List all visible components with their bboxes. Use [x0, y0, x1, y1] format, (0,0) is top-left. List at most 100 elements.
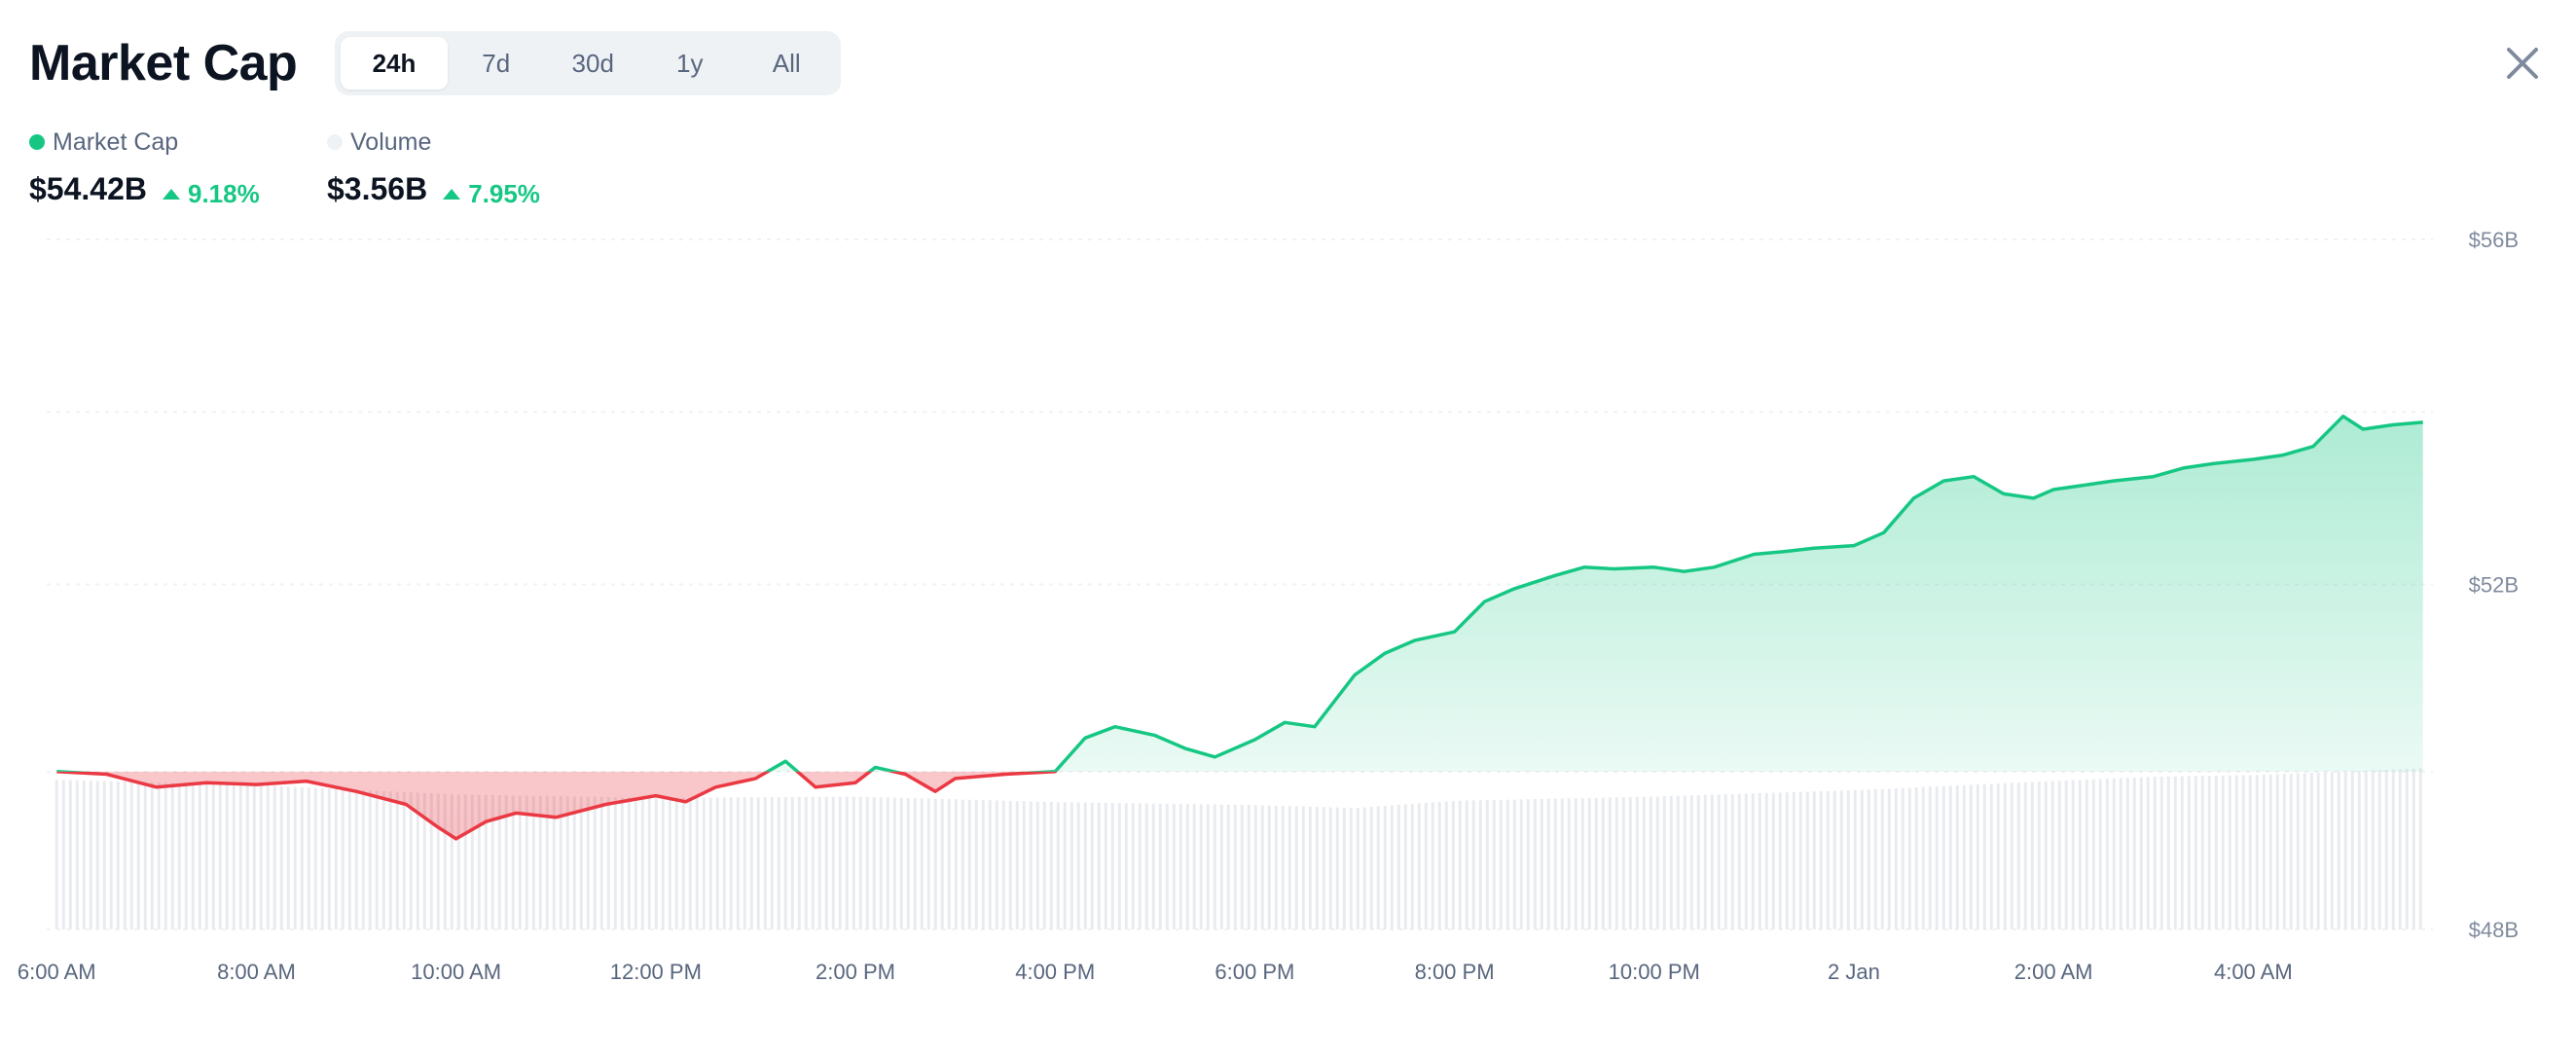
volume-bar: [525, 795, 528, 929]
volume-bar: [388, 791, 392, 929]
volume-bar: [1928, 786, 1932, 929]
volume-bar: [109, 781, 113, 929]
volume-bar: [1035, 801, 1039, 929]
volume-bar: [1941, 785, 1945, 929]
volume-bar: [1240, 804, 1244, 929]
volume-bar: [238, 784, 242, 929]
volume-bar: [2023, 782, 2027, 929]
volume-bar: [1308, 806, 1312, 929]
volume-bar: [858, 796, 862, 929]
volume-bar: [1853, 789, 1857, 929]
volume-bar: [2153, 777, 2157, 929]
volume-bar: [640, 797, 644, 929]
volume-bar: [75, 780, 79, 929]
y-tick-label: $48B: [2469, 918, 2519, 942]
volume-bar: [170, 782, 174, 929]
volume-bar: [1649, 796, 1652, 929]
volume-bar: [2337, 771, 2340, 929]
volume-bar: [2364, 770, 2368, 929]
volume-bar: [2234, 775, 2238, 929]
volume-bar: [1465, 800, 1469, 929]
volume-bar: [2166, 776, 2170, 929]
volume-bar: [272, 785, 276, 929]
volume-bar: [926, 798, 930, 929]
volume-bar: [1049, 802, 1053, 929]
volume-bar: [1601, 797, 1605, 929]
volume-bar: [259, 785, 263, 929]
tab-all[interactable]: All: [739, 37, 836, 90]
volume-bar: [286, 786, 290, 929]
volume-bar: [1758, 793, 1761, 929]
volume-bar: [1410, 803, 1414, 929]
volume-bar: [579, 796, 583, 929]
legend-market-cap: Market Cap $54.42B 9.18%: [29, 125, 260, 209]
x-tick-label: 8:00 PM: [1415, 960, 1495, 984]
volume-bar: [334, 788, 338, 929]
volume-bar: [1213, 804, 1216, 929]
volume-bar: [518, 795, 522, 929]
tab-1y[interactable]: 1y: [641, 37, 739, 90]
close-button[interactable]: [2498, 39, 2547, 88]
volume-bar: [1281, 806, 1285, 929]
tab-7d[interactable]: 7d: [448, 37, 545, 90]
x-tick-label: 4:00 AM: [2214, 960, 2293, 984]
volume-bar: [1349, 808, 1353, 929]
volume-bar: [307, 787, 310, 929]
tab-24h[interactable]: 24h: [341, 37, 448, 90]
volume-bar: [320, 787, 324, 929]
volume-bar: [1989, 783, 1993, 929]
volume-bar: [777, 796, 780, 929]
volume-bar: [1778, 792, 1782, 929]
close-icon: [2507, 48, 2538, 79]
volume-bar: [1104, 802, 1107, 929]
volume-bar: [2214, 776, 2218, 929]
x-tick-label: 8:00 AM: [217, 960, 296, 984]
market-cap-value: $54.42B: [29, 171, 147, 206]
volume-change-value: 7.95%: [468, 179, 540, 208]
volume-bar: [1812, 791, 1816, 929]
volume-bar: [2418, 768, 2422, 929]
volume-bar: [484, 794, 488, 929]
volume-bar: [892, 797, 896, 929]
volume-bar: [232, 784, 236, 929]
volume-bar: [1478, 800, 1482, 929]
volume-bar: [2098, 779, 2102, 929]
volume-bar: [266, 785, 270, 929]
volume-bar: [620, 797, 624, 929]
volume-bar: [2003, 782, 2007, 929]
volume-bar: [211, 783, 215, 929]
volume-bar: [954, 799, 958, 929]
volume-bar: [341, 788, 345, 929]
volume-bar: [1076, 802, 1080, 929]
volume-bar: [1976, 784, 1979, 929]
volume-bar: [2309, 773, 2313, 929]
volume-bar: [116, 781, 120, 929]
volume-bar: [1907, 787, 1911, 929]
volume-bar: [1485, 800, 1489, 929]
volume-bar: [2200, 776, 2204, 929]
volume-bar: [947, 799, 951, 929]
volume-bar: [1832, 790, 1836, 929]
volume-bar: [2146, 777, 2150, 929]
volume-bar: [2085, 780, 2088, 929]
volume-bar: [490, 794, 494, 929]
volume-bar: [2405, 769, 2409, 929]
volume-bar: [1982, 783, 1986, 929]
volume-bar: [1151, 803, 1155, 929]
volume-bar: [463, 794, 467, 929]
volume-bar: [177, 782, 181, 929]
volume-bar: [313, 787, 317, 929]
volume-bar: [1567, 798, 1571, 929]
tab-30d[interactable]: 30d: [545, 37, 642, 90]
volume-bar: [1356, 807, 1360, 929]
volume-bar: [1117, 803, 1121, 929]
volume-bar: [790, 796, 794, 929]
volume-bar: [2384, 769, 2388, 929]
volume-bar: [1655, 796, 1659, 929]
volume-bar: [1124, 803, 1128, 929]
volume-bar: [1894, 787, 1898, 929]
volume-bar: [1880, 788, 1884, 929]
x-tick-label: 2:00 PM: [816, 960, 895, 984]
volume-bar: [872, 797, 876, 929]
volume-bar: [1315, 807, 1319, 929]
